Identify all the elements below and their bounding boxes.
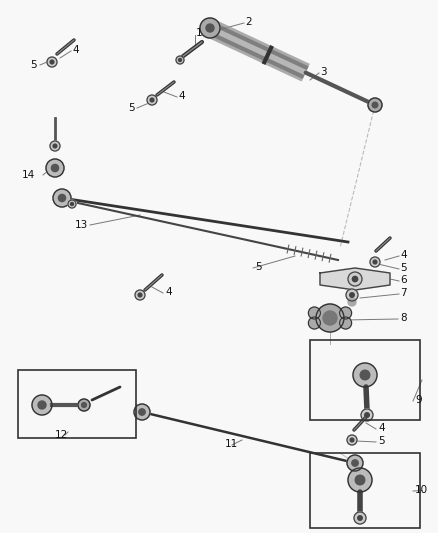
Bar: [310, 453, 420, 528]
Circle shape: [348, 468, 372, 492]
Circle shape: [323, 311, 337, 325]
Circle shape: [51, 164, 59, 172]
Circle shape: [178, 59, 181, 61]
Text: 12: 12: [55, 430, 68, 440]
Circle shape: [78, 399, 90, 411]
Circle shape: [373, 260, 377, 264]
Circle shape: [50, 60, 54, 64]
Circle shape: [316, 304, 344, 332]
Circle shape: [347, 435, 357, 445]
Circle shape: [135, 290, 145, 300]
Circle shape: [358, 516, 362, 520]
Circle shape: [53, 189, 71, 207]
Text: 8: 8: [400, 313, 406, 323]
Bar: [18, 370, 136, 438]
Circle shape: [150, 98, 154, 102]
Polygon shape: [320, 268, 390, 290]
Circle shape: [365, 413, 369, 417]
Circle shape: [355, 475, 365, 485]
Circle shape: [139, 409, 145, 415]
Text: 5: 5: [400, 263, 406, 273]
Text: 2: 2: [245, 17, 251, 27]
Circle shape: [46, 159, 64, 177]
Circle shape: [361, 409, 373, 421]
Text: 5: 5: [30, 60, 37, 70]
Circle shape: [350, 293, 354, 297]
Text: 10: 10: [415, 485, 428, 495]
Circle shape: [134, 404, 150, 420]
Circle shape: [352, 460, 358, 466]
Circle shape: [47, 57, 57, 67]
Text: 5: 5: [378, 436, 385, 446]
Text: 3: 3: [320, 67, 327, 77]
Text: 14: 14: [22, 170, 35, 180]
Circle shape: [206, 24, 214, 32]
Circle shape: [32, 395, 52, 415]
Text: 4: 4: [378, 423, 385, 433]
Circle shape: [81, 402, 86, 407]
Circle shape: [176, 56, 184, 64]
Text: 13: 13: [75, 220, 88, 230]
Text: 7: 7: [400, 288, 406, 298]
Circle shape: [308, 307, 321, 319]
Circle shape: [339, 317, 352, 329]
Circle shape: [68, 200, 76, 208]
Circle shape: [352, 276, 358, 281]
Circle shape: [350, 438, 354, 442]
Circle shape: [348, 272, 362, 286]
Text: 1: 1: [196, 28, 203, 38]
Circle shape: [58, 195, 66, 201]
Circle shape: [370, 257, 380, 267]
Text: 11: 11: [225, 439, 238, 449]
Circle shape: [360, 370, 370, 380]
Text: 5: 5: [128, 103, 134, 113]
Text: 4: 4: [178, 91, 185, 101]
Circle shape: [346, 289, 358, 301]
Circle shape: [347, 455, 363, 471]
Text: 5: 5: [255, 262, 261, 272]
Text: 4: 4: [400, 250, 406, 260]
Circle shape: [339, 307, 352, 319]
Text: 6: 6: [400, 275, 406, 285]
Circle shape: [138, 293, 142, 297]
Text: 4: 4: [72, 45, 79, 55]
Text: 4: 4: [165, 287, 172, 297]
Bar: [310, 340, 420, 420]
Circle shape: [372, 102, 378, 108]
Circle shape: [308, 317, 321, 329]
Circle shape: [354, 512, 366, 524]
Circle shape: [71, 203, 74, 206]
Text: 9: 9: [415, 395, 422, 405]
Circle shape: [353, 363, 377, 387]
Circle shape: [147, 95, 157, 105]
Circle shape: [50, 141, 60, 151]
Circle shape: [38, 401, 46, 409]
Circle shape: [200, 18, 220, 38]
Circle shape: [53, 144, 57, 148]
Circle shape: [348, 298, 356, 306]
Circle shape: [368, 98, 382, 112]
